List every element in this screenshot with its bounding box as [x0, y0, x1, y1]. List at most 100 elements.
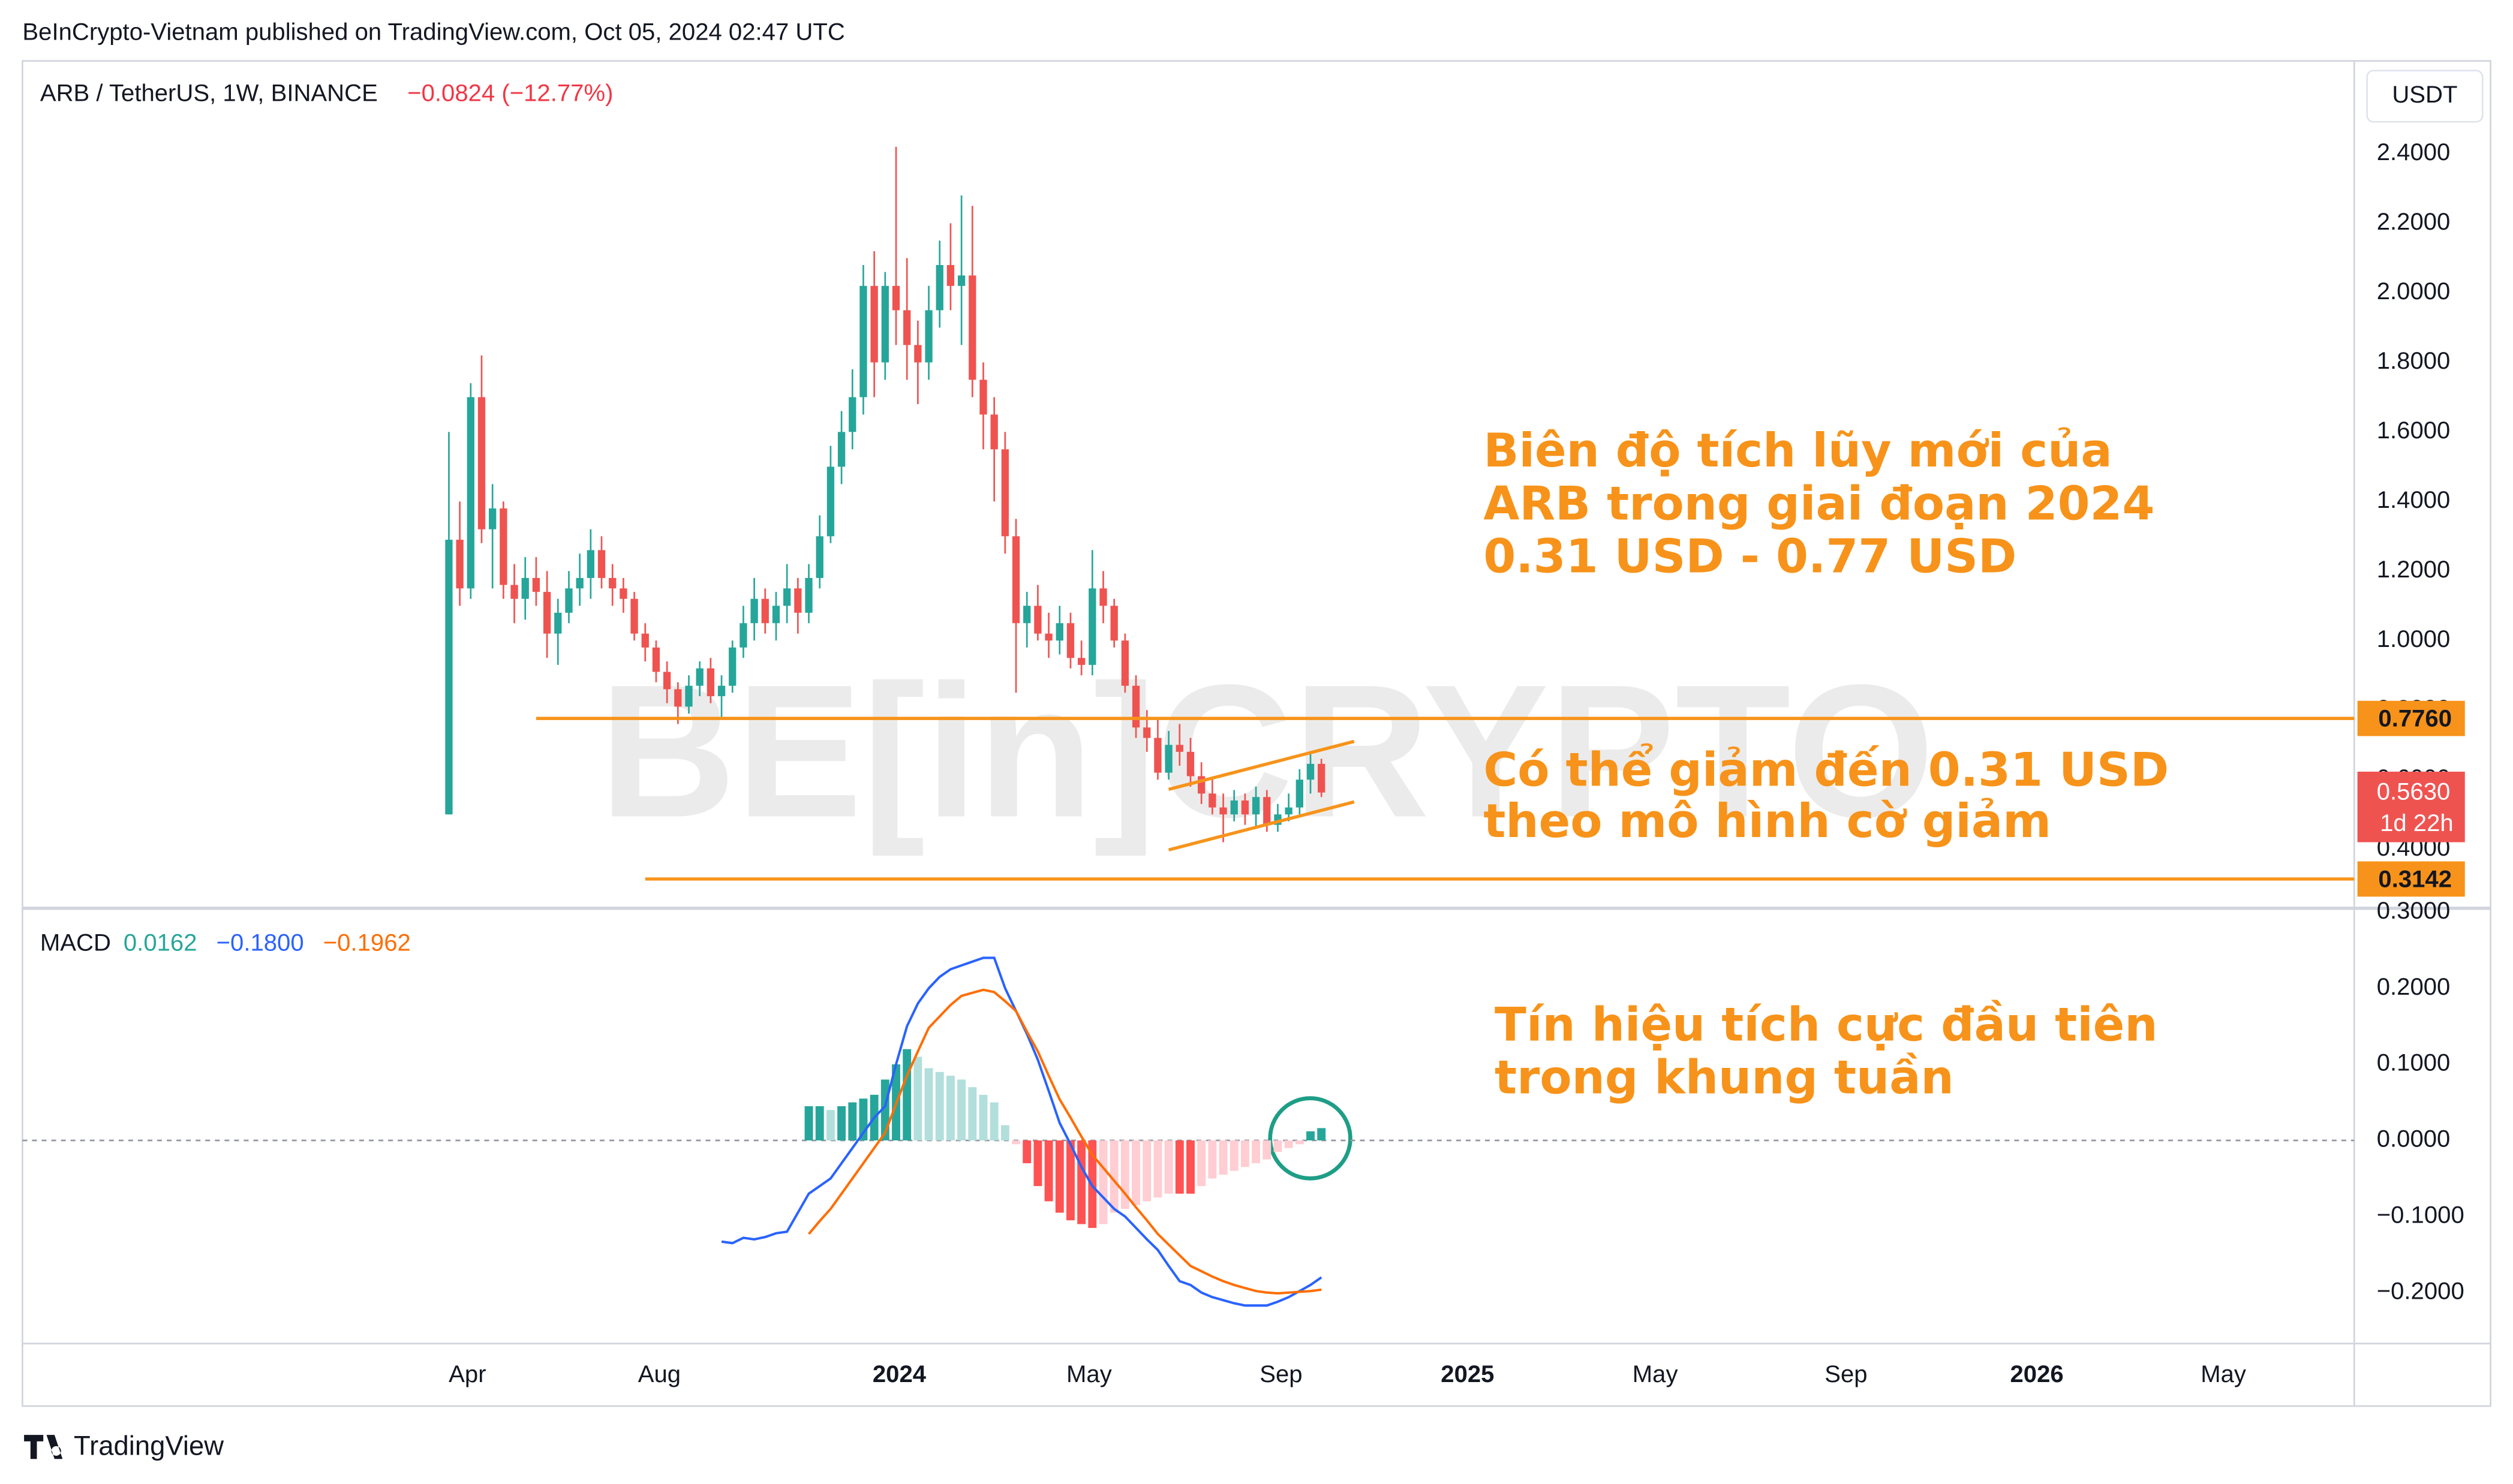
candle-body [663, 672, 671, 690]
histogram-bar [1186, 1140, 1195, 1194]
histogram-bar [804, 1106, 813, 1140]
histogram-bar [1240, 1140, 1249, 1167]
y-tick-label: 1.2000 [2377, 556, 2451, 583]
x-tick-label: 2024 [873, 1361, 927, 1387]
level-label: 0.3142 [2378, 866, 2452, 892]
candle-body [1089, 588, 1096, 665]
x-tick-label: May [1633, 1361, 1678, 1387]
x-tick-label: May [2201, 1361, 2246, 1387]
x-tick-label: 2026 [2010, 1361, 2064, 1387]
legend-value: −0.1962 [323, 930, 411, 956]
macd-title: MACD [40, 930, 111, 956]
candle-body [1066, 623, 1075, 658]
annotation: Tín hiệu tích cực đầu tiên [1495, 998, 2158, 1052]
histogram-bar [935, 1071, 944, 1140]
candle-body [500, 508, 507, 585]
histogram-bar [903, 1049, 912, 1140]
histogram-bar [913, 1056, 922, 1140]
histogram-bar [1077, 1140, 1086, 1224]
histogram-bar [1153, 1140, 1162, 1198]
trendline [1168, 800, 1355, 852]
candle-body [837, 432, 846, 467]
highlight-circle [1268, 1096, 1352, 1181]
candle-body [772, 606, 780, 624]
candle-body [543, 592, 551, 634]
histogram-bar [1273, 1140, 1282, 1152]
candle-body [467, 397, 474, 589]
candle-body [1099, 588, 1107, 606]
candle-body [881, 285, 889, 363]
y-tick-label: 1.4000 [2377, 487, 2451, 513]
candle-body [936, 265, 943, 311]
histogram-bar [1033, 1140, 1042, 1187]
histogram-bar [1175, 1140, 1184, 1194]
candle-body [946, 265, 955, 286]
y-tick-label: 2.2000 [2377, 209, 2451, 235]
annotation: Biên độ tích lũy mới của [1483, 424, 2112, 478]
histogram-bar [1306, 1131, 1315, 1140]
candle-body [892, 285, 900, 311]
candle-body [826, 466, 835, 537]
y-tick-label: 0.1000 [2377, 1050, 2451, 1076]
currency-button[interactable] [2366, 70, 2484, 123]
candle-body [1285, 807, 1292, 815]
y-tick-label: 1.6000 [2377, 417, 2451, 444]
level-label-box [2357, 861, 2465, 897]
price-change: −0.0824 (−12.77%) [407, 80, 613, 106]
candle-body [957, 275, 966, 286]
histogram-bar [1230, 1140, 1239, 1171]
candle-body [1318, 763, 1325, 793]
annotation: trong khung tuần [1495, 1051, 1954, 1105]
candle-body [794, 588, 802, 613]
histogram-bar [826, 1110, 835, 1140]
candle-body [914, 345, 922, 363]
candle-body [750, 598, 758, 624]
currency-label[interactable]: USDT [2392, 82, 2457, 108]
candle-body [1186, 751, 1195, 776]
trendline [1168, 739, 1355, 791]
annotation: theo mô hình cờ giảm [1483, 794, 2051, 848]
brand-logo: TradingView [24, 1431, 224, 1461]
x-tick-label: Aug [638, 1361, 681, 1387]
candle-body [1176, 745, 1183, 752]
histogram-bar [1143, 1140, 1152, 1202]
candle-body [979, 380, 987, 415]
candle-body [1230, 800, 1238, 815]
candle-body [761, 598, 769, 624]
histogram-bar [979, 1094, 988, 1140]
candle-body [990, 414, 998, 450]
candle-body [641, 633, 649, 648]
candle-body [1001, 449, 1009, 537]
candle-body [510, 585, 518, 599]
candle-body [717, 685, 726, 697]
y-tick-label: 2.0000 [2377, 278, 2451, 305]
level-label: 0.7760 [2378, 705, 2452, 732]
y-tick-label: −0.1000 [2377, 1202, 2464, 1228]
brand-name: TradingView [74, 1431, 224, 1461]
candle-body [609, 577, 617, 589]
candle-body [903, 310, 911, 345]
level-label-box [2357, 700, 2465, 736]
candle-body [445, 540, 453, 815]
published-note: BeInCrypto-Vietnam published on TradingV… [22, 19, 844, 46]
candle-body [707, 668, 715, 697]
candle-body [565, 588, 573, 613]
candle-body [620, 588, 627, 599]
candle-body [674, 689, 682, 707]
candle-body [816, 536, 823, 578]
histogram-bar [957, 1079, 966, 1140]
x-tick-label: Sep [1824, 1361, 1867, 1387]
y-tick-label: 0.2000 [2377, 974, 2451, 1000]
histogram-bar [990, 1102, 999, 1140]
histogram-bar [1110, 1140, 1119, 1213]
histogram-bar [1262, 1140, 1271, 1160]
histogram-bar [1000, 1125, 1009, 1140]
annotation: 0.31 USD - 0.77 USD [1483, 530, 2016, 584]
candle-body [1219, 807, 1227, 815]
candle-body [1078, 658, 1086, 665]
candle-body [1165, 745, 1173, 773]
candle-body [696, 668, 704, 686]
histogram-bar [1012, 1140, 1020, 1145]
